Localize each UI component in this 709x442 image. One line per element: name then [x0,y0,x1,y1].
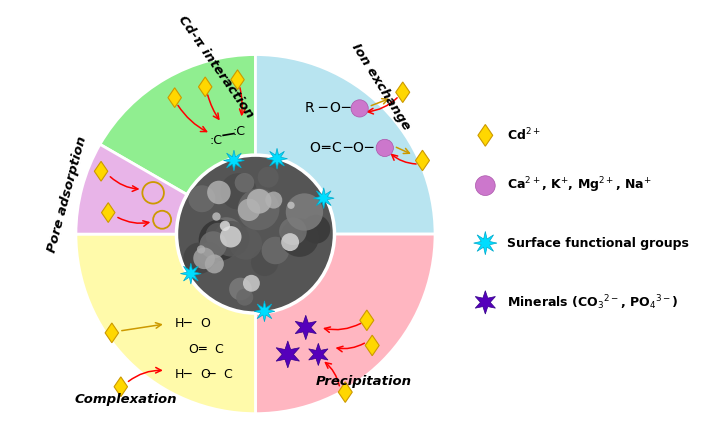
Polygon shape [415,150,430,171]
Text: H: H [174,317,184,330]
Circle shape [235,173,255,193]
Circle shape [220,173,257,210]
Circle shape [199,231,227,259]
Text: O: O [329,101,340,115]
Circle shape [184,243,215,274]
Circle shape [229,278,252,300]
Polygon shape [359,310,374,331]
Circle shape [243,275,260,292]
Text: O: O [200,317,210,330]
Text: :C: :C [233,125,246,138]
Circle shape [177,155,335,313]
Circle shape [220,226,242,248]
Text: ─: ─ [184,368,191,381]
Text: ─: ─ [184,317,191,330]
Polygon shape [276,341,299,368]
Text: Precipitation: Precipitation [316,375,411,388]
Text: :C: :C [209,134,223,147]
Circle shape [351,100,368,117]
Circle shape [242,186,275,219]
Polygon shape [105,323,118,343]
Polygon shape [365,335,379,356]
Text: ─: ─ [341,101,350,115]
Text: H: H [174,368,184,381]
Circle shape [194,248,215,269]
Polygon shape [267,148,287,169]
Text: O: O [200,368,210,381]
Circle shape [280,218,319,257]
Text: ─: ─ [364,141,373,155]
Circle shape [236,289,253,306]
Text: Surface functional groups: Surface functional groups [507,236,688,250]
Circle shape [279,217,307,245]
Circle shape [207,181,230,204]
Polygon shape [199,77,212,97]
Wedge shape [76,145,255,234]
Wedge shape [76,234,255,414]
Circle shape [230,227,262,260]
Circle shape [251,249,279,276]
Polygon shape [475,291,496,314]
Circle shape [238,199,260,221]
Text: C: C [214,343,223,355]
Text: O: O [188,343,198,355]
Polygon shape [313,188,334,209]
Polygon shape [94,161,108,181]
Circle shape [213,221,249,257]
Text: Ca$^{2+}$, K$^{+}$, Mg$^{2+}$, Na$^{+}$: Ca$^{2+}$, K$^{+}$, Mg$^{2+}$, Na$^{+}$ [507,176,652,195]
Polygon shape [231,70,245,90]
Wedge shape [100,54,255,234]
Circle shape [301,215,330,244]
Text: ═: ═ [198,343,206,355]
Polygon shape [168,88,182,107]
Circle shape [257,167,279,188]
Polygon shape [478,125,493,146]
Circle shape [238,188,279,230]
Circle shape [220,221,230,231]
Text: Cd-π interaction: Cd-π interaction [176,13,256,121]
Polygon shape [295,315,316,340]
Text: Cd$^{2+}$: Cd$^{2+}$ [507,127,541,144]
Circle shape [376,139,393,156]
Text: C: C [223,368,232,381]
Text: C: C [331,141,341,155]
Circle shape [205,255,224,274]
Polygon shape [180,263,201,284]
Polygon shape [114,377,128,396]
Polygon shape [308,343,328,366]
Polygon shape [338,382,352,402]
Wedge shape [255,54,435,234]
Circle shape [212,212,220,221]
Text: Pore adsorption: Pore adsorption [45,135,89,254]
Circle shape [189,185,216,212]
Circle shape [281,233,299,251]
Text: O: O [352,141,363,155]
Circle shape [476,176,495,195]
Text: R: R [305,101,314,115]
Circle shape [286,193,323,231]
Text: ─: ─ [343,141,351,155]
Polygon shape [101,203,115,222]
Circle shape [287,202,295,209]
Polygon shape [474,232,497,255]
Text: ─: ─ [207,368,214,381]
Wedge shape [255,234,435,414]
Circle shape [199,220,240,261]
Circle shape [265,191,282,209]
Circle shape [209,217,243,251]
Text: ─: ─ [318,101,326,115]
Text: O: O [309,141,320,155]
Polygon shape [396,82,410,103]
Circle shape [206,223,230,248]
Circle shape [247,189,272,213]
Circle shape [198,242,221,266]
Circle shape [262,237,289,264]
Polygon shape [223,150,245,171]
Circle shape [197,245,205,254]
Text: Complexation: Complexation [75,393,177,406]
Polygon shape [254,301,275,322]
Text: ═: ═ [321,141,330,155]
Text: Ion exchange: Ion exchange [350,41,413,133]
Text: Minerals (CO$_3$$^{2-}$, PO$_4$$^{3-}$): Minerals (CO$_3$$^{2-}$, PO$_4$$^{3-}$) [507,293,679,312]
